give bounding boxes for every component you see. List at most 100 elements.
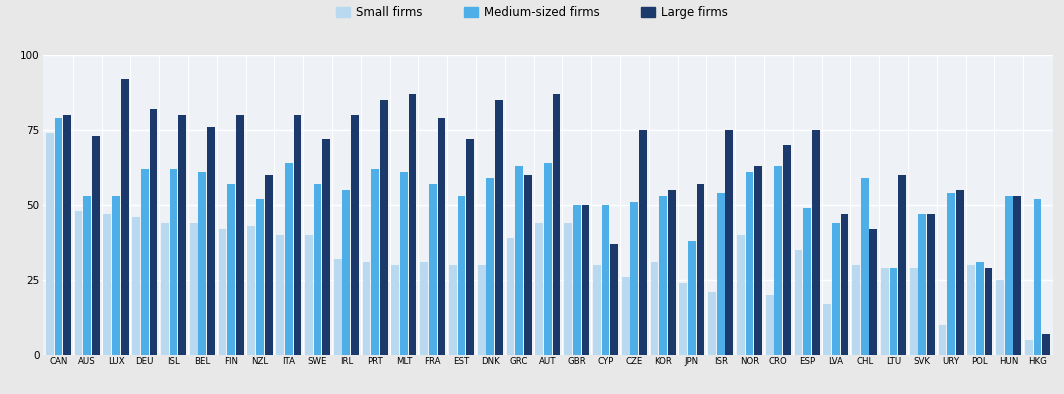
Bar bbox=[437, 118, 446, 355]
Bar bbox=[890, 268, 897, 355]
Bar bbox=[343, 190, 350, 355]
Bar bbox=[46, 133, 53, 355]
Bar bbox=[420, 262, 428, 355]
Bar bbox=[63, 115, 71, 355]
Bar bbox=[478, 265, 485, 355]
Bar bbox=[601, 205, 610, 355]
Bar bbox=[775, 166, 782, 355]
Bar bbox=[621, 277, 630, 355]
Bar bbox=[1004, 196, 1013, 355]
Bar bbox=[955, 190, 964, 355]
Bar bbox=[112, 196, 120, 355]
Bar bbox=[92, 136, 100, 355]
Bar bbox=[506, 238, 514, 355]
Bar bbox=[938, 325, 946, 355]
Bar bbox=[593, 265, 601, 355]
Bar bbox=[305, 235, 313, 355]
Bar bbox=[1043, 334, 1050, 355]
Bar bbox=[189, 223, 198, 355]
Bar bbox=[927, 214, 935, 355]
Bar bbox=[74, 211, 82, 355]
Bar bbox=[120, 79, 129, 355]
Bar bbox=[832, 223, 839, 355]
Bar bbox=[650, 262, 659, 355]
Bar bbox=[150, 109, 157, 355]
Bar bbox=[572, 205, 581, 355]
Bar bbox=[103, 214, 112, 355]
Bar bbox=[841, 214, 848, 355]
Bar bbox=[582, 205, 589, 355]
Bar bbox=[680, 283, 687, 355]
Bar bbox=[515, 166, 523, 355]
Bar bbox=[466, 139, 475, 355]
Bar bbox=[803, 208, 811, 355]
Bar bbox=[199, 172, 206, 355]
Bar bbox=[898, 175, 907, 355]
Bar bbox=[660, 196, 667, 355]
Bar bbox=[947, 193, 955, 355]
Bar bbox=[179, 115, 186, 355]
Bar bbox=[161, 223, 169, 355]
Bar bbox=[544, 163, 552, 355]
Bar bbox=[881, 268, 888, 355]
Bar bbox=[869, 229, 877, 355]
Bar bbox=[852, 265, 860, 355]
Bar bbox=[984, 268, 993, 355]
Bar bbox=[169, 169, 178, 355]
Bar bbox=[248, 226, 255, 355]
Bar bbox=[552, 94, 561, 355]
Bar bbox=[910, 268, 917, 355]
Bar bbox=[458, 196, 465, 355]
Bar bbox=[976, 262, 984, 355]
Bar bbox=[371, 169, 379, 355]
Bar bbox=[1014, 196, 1021, 355]
Bar bbox=[918, 214, 927, 355]
Bar bbox=[83, 196, 92, 355]
Bar bbox=[314, 184, 321, 355]
Legend: Small firms, Medium-sized firms, Large firms: Small firms, Medium-sized firms, Large f… bbox=[336, 6, 728, 19]
Bar bbox=[400, 172, 408, 355]
Bar bbox=[1025, 340, 1033, 355]
Bar bbox=[535, 223, 544, 355]
Bar bbox=[256, 199, 264, 355]
Bar bbox=[429, 184, 436, 355]
Bar bbox=[449, 265, 456, 355]
Bar bbox=[380, 100, 387, 355]
Bar bbox=[265, 175, 272, 355]
Bar bbox=[737, 235, 745, 355]
Bar bbox=[486, 178, 495, 355]
Bar bbox=[1033, 199, 1042, 355]
Bar bbox=[754, 166, 762, 355]
Bar bbox=[639, 130, 647, 355]
Bar bbox=[495, 100, 503, 355]
Bar bbox=[668, 190, 676, 355]
Bar bbox=[746, 172, 753, 355]
Bar bbox=[409, 94, 416, 355]
Bar bbox=[228, 184, 235, 355]
Bar bbox=[812, 130, 819, 355]
Bar bbox=[523, 175, 532, 355]
Bar bbox=[611, 244, 618, 355]
Bar bbox=[132, 217, 140, 355]
Bar bbox=[861, 178, 868, 355]
Bar bbox=[709, 292, 716, 355]
Bar bbox=[285, 163, 293, 355]
Bar bbox=[564, 223, 572, 355]
Bar bbox=[783, 145, 791, 355]
Bar bbox=[277, 235, 284, 355]
Bar bbox=[726, 130, 733, 355]
Bar bbox=[795, 250, 802, 355]
Bar bbox=[236, 115, 244, 355]
Bar bbox=[824, 304, 831, 355]
Bar bbox=[392, 265, 399, 355]
Bar bbox=[219, 229, 227, 355]
Bar bbox=[363, 262, 370, 355]
Bar bbox=[996, 280, 1004, 355]
Bar bbox=[334, 259, 342, 355]
Bar bbox=[688, 241, 696, 355]
Bar bbox=[322, 139, 330, 355]
Bar bbox=[294, 115, 301, 355]
Bar bbox=[717, 193, 725, 355]
Bar bbox=[967, 265, 976, 355]
Bar bbox=[766, 295, 774, 355]
